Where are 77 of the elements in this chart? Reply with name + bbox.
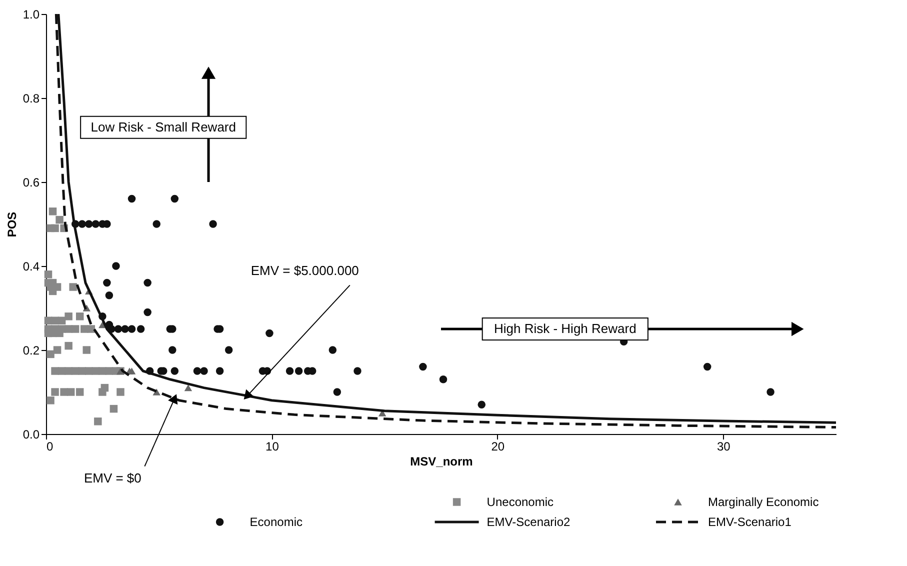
legend-label: EMV-Scenario2 (486, 515, 570, 529)
x-tick-label: 20 (491, 440, 505, 454)
point (419, 362, 427, 371)
annotation: High Risk - High Reward (494, 321, 636, 336)
point (64, 312, 72, 320)
point (94, 418, 102, 426)
point (71, 325, 80, 333)
point (51, 388, 59, 396)
point (76, 312, 84, 320)
point (128, 325, 136, 333)
point (128, 194, 136, 203)
y-tick-label: 0.0 (22, 428, 40, 442)
x-tick-label: 0 (46, 440, 54, 454)
point (121, 325, 129, 333)
point (224, 346, 233, 354)
point (478, 400, 486, 408)
point (193, 367, 202, 375)
legend-label: EMV-Scenario1 (708, 515, 792, 529)
point (216, 367, 224, 375)
point (46, 350, 54, 358)
point (116, 388, 124, 396)
annotation: Low Risk - Small Reward (90, 119, 236, 134)
point (170, 194, 179, 203)
point (170, 367, 179, 375)
y-tick-label: 0.2 (22, 344, 40, 358)
point (64, 342, 72, 350)
y-tick-label: 0.4 (22, 260, 40, 274)
point (328, 346, 337, 354)
point (92, 220, 100, 228)
point (87, 325, 96, 333)
point (144, 278, 152, 287)
point (136, 325, 145, 333)
y-tick-label: 1.0 (22, 8, 40, 22)
point (294, 367, 303, 375)
point (152, 220, 160, 228)
point (66, 388, 75, 396)
y-axis-title: POS (4, 212, 19, 238)
point (58, 316, 66, 324)
y-tick-label: 0.6 (22, 176, 40, 190)
point (286, 367, 294, 375)
annotation: EMV = $5.000.000 (250, 263, 359, 278)
x-tick-label: 30 (716, 440, 731, 454)
point (144, 308, 152, 316)
legend-label: Marginally Economic (708, 495, 819, 509)
legend-label: Uneconomic (486, 495, 554, 509)
annotation: EMV = $0 (84, 470, 142, 486)
point (51, 224, 59, 232)
point (56, 216, 64, 224)
point (46, 396, 54, 404)
point (209, 220, 217, 228)
point (114, 325, 122, 333)
point (200, 367, 208, 375)
point (103, 278, 111, 287)
legend-label: Economic (250, 515, 302, 529)
point (76, 388, 84, 396)
point (82, 346, 90, 354)
point (44, 270, 52, 278)
point (105, 292, 114, 300)
point (333, 388, 342, 396)
point (78, 220, 86, 228)
point (703, 362, 712, 371)
point (354, 367, 362, 375)
point (69, 283, 77, 291)
point (48, 208, 57, 216)
y-tick-label: 0.8 (22, 92, 40, 106)
point (53, 346, 62, 354)
point (766, 388, 774, 396)
point (100, 384, 109, 392)
point (168, 346, 176, 354)
point (112, 262, 120, 270)
x-tick-label: 10 (266, 440, 280, 454)
point (184, 384, 192, 392)
point (85, 220, 93, 228)
point (266, 329, 274, 338)
point (110, 404, 118, 413)
x-axis-title: MSV_norm (410, 454, 473, 468)
point (439, 376, 448, 384)
